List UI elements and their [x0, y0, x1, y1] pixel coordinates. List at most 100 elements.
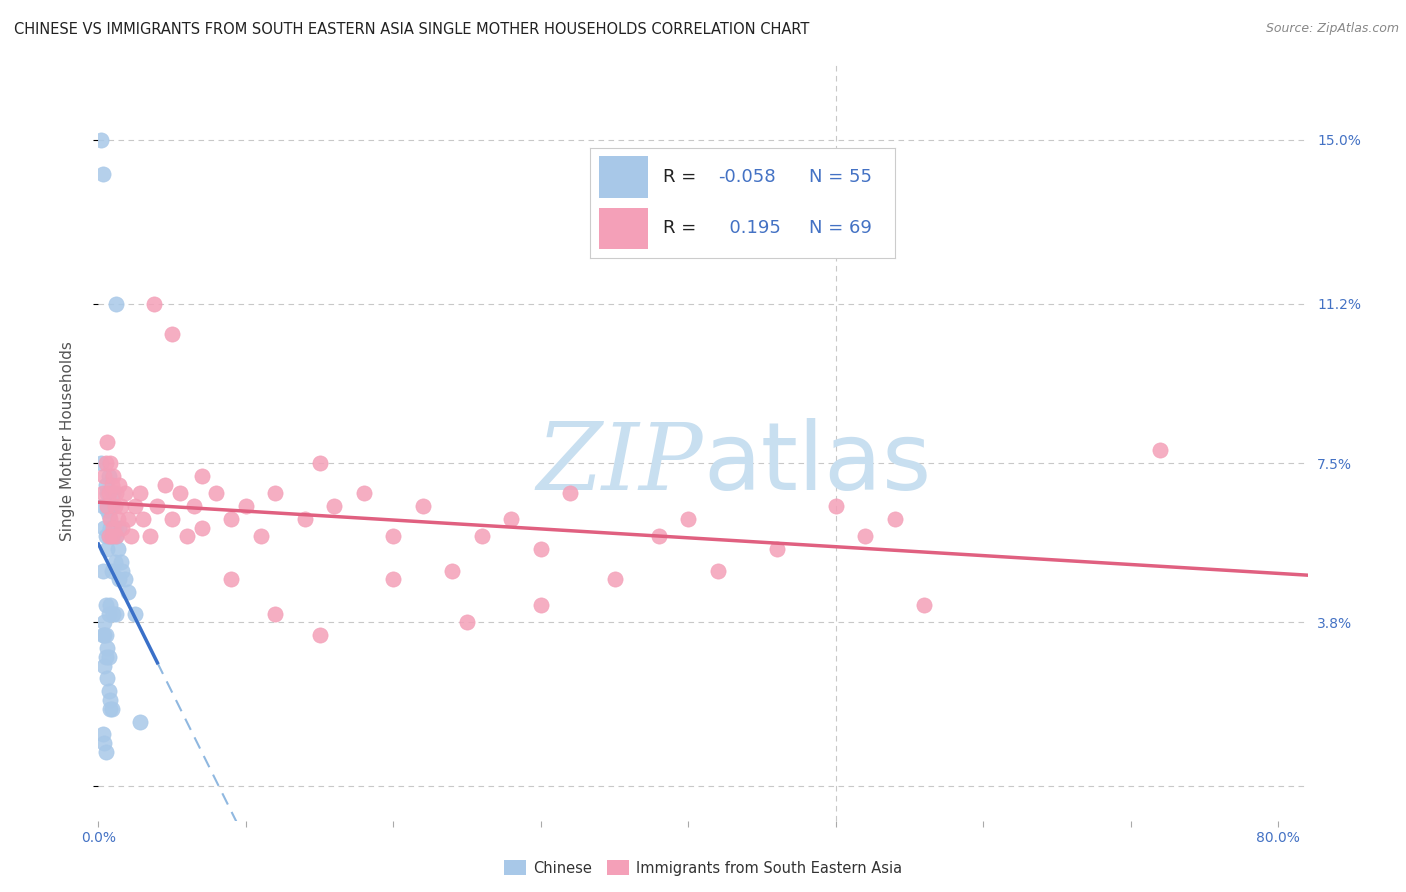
- Point: [96, 542, 118, 557]
- Legend: Chinese, Immigrants from South Eastern Asia: Chinese, Immigrants from South Eastern A…: [498, 855, 908, 881]
- Text: atlas: atlas: [703, 418, 931, 510]
- Point: [97, 469, 120, 483]
- Point: [765, 542, 787, 557]
- Point: [530, 599, 553, 613]
- Point: [128, 486, 150, 500]
- Point: [91, 168, 114, 182]
- Point: [100, 529, 122, 543]
- Point: [105, 296, 128, 310]
- Point: [160, 326, 183, 341]
- Point: [96, 486, 118, 500]
- Point: [190, 469, 212, 483]
- Point: [853, 529, 876, 543]
- Point: [96, 641, 118, 656]
- Point: [264, 486, 287, 500]
- Point: [110, 555, 132, 569]
- Point: [308, 456, 330, 470]
- Point: [249, 529, 271, 543]
- Point: [91, 499, 114, 513]
- Point: [105, 529, 128, 543]
- Point: [90, 133, 112, 147]
- Text: ZIP: ZIP: [536, 419, 703, 509]
- Point: [153, 477, 176, 491]
- Point: [441, 564, 464, 578]
- Point: [94, 477, 117, 491]
- Point: [93, 615, 115, 630]
- Point: [93, 521, 115, 535]
- Point: [353, 486, 375, 500]
- Point: [111, 564, 134, 578]
- Point: [98, 693, 121, 707]
- Point: [117, 585, 139, 599]
- Point: [94, 628, 117, 642]
- Point: [104, 521, 127, 535]
- Point: [94, 456, 117, 470]
- Point: [108, 477, 131, 491]
- Point: [706, 564, 728, 578]
- Point: [139, 529, 162, 543]
- Point: [93, 628, 115, 642]
- Point: [105, 529, 128, 543]
- Point: [308, 628, 330, 642]
- Point: [883, 512, 905, 526]
- Point: [97, 508, 120, 522]
- Point: [100, 477, 122, 491]
- Point: [97, 649, 120, 664]
- Point: [93, 736, 115, 750]
- Point: [98, 512, 121, 526]
- Point: [190, 521, 212, 535]
- Bar: [599, 208, 648, 250]
- Point: [117, 512, 139, 526]
- Point: [94, 529, 117, 543]
- Bar: [599, 156, 648, 198]
- Point: [93, 658, 115, 673]
- Point: [101, 486, 124, 500]
- Point: [96, 434, 118, 449]
- Text: Source: ZipAtlas.com: Source: ZipAtlas.com: [1265, 22, 1399, 36]
- Point: [560, 486, 582, 500]
- Point: [501, 512, 523, 526]
- Point: [412, 499, 434, 513]
- Point: [114, 486, 136, 500]
- Point: [183, 499, 205, 513]
- Point: [104, 499, 127, 513]
- Point: [108, 521, 131, 535]
- Point: [205, 486, 228, 500]
- Point: [219, 573, 242, 587]
- Point: [100, 564, 122, 578]
- Point: [176, 529, 198, 543]
- Point: [97, 684, 120, 698]
- Point: [1149, 443, 1171, 458]
- Point: [101, 521, 124, 535]
- Point: [382, 529, 405, 543]
- Point: [91, 564, 114, 578]
- Point: [98, 599, 121, 613]
- Point: [97, 529, 120, 543]
- Point: [264, 607, 287, 621]
- Text: N = 55: N = 55: [810, 168, 873, 186]
- Point: [111, 521, 134, 535]
- Point: [169, 486, 191, 500]
- Point: [824, 499, 846, 513]
- Point: [471, 529, 494, 543]
- Point: [294, 512, 316, 526]
- Point: [648, 529, 671, 543]
- Point: [912, 599, 935, 613]
- Point: [678, 512, 700, 526]
- Point: [94, 745, 117, 759]
- Text: -0.058: -0.058: [718, 168, 776, 186]
- Point: [124, 607, 146, 621]
- Point: [107, 512, 129, 526]
- Point: [530, 542, 553, 557]
- Point: [96, 499, 118, 513]
- Point: [219, 512, 242, 526]
- Point: [143, 296, 166, 310]
- Point: [101, 469, 124, 483]
- Point: [104, 555, 127, 569]
- Point: [97, 486, 120, 500]
- Point: [93, 469, 115, 483]
- Point: [91, 727, 114, 741]
- Point: [603, 573, 626, 587]
- Point: [456, 615, 478, 630]
- Point: [128, 714, 150, 729]
